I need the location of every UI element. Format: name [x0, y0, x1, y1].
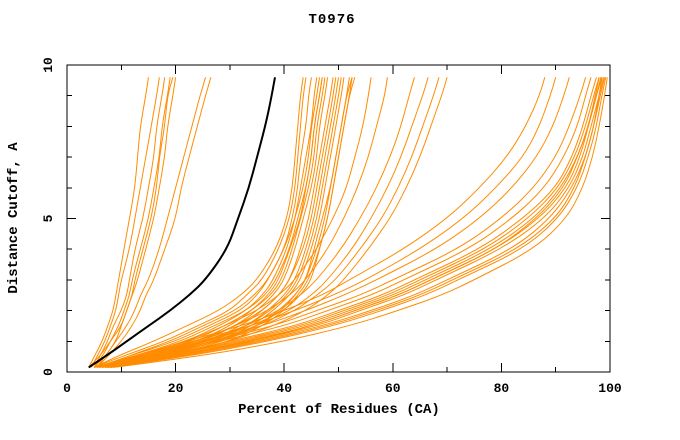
- prediction-curve: [104, 77, 600, 368]
- y-axis-label: Distance Cutoff, A: [6, 142, 22, 294]
- prediction-curve: [96, 77, 212, 368]
- x-axis-label: Percent of Residues (CA): [238, 402, 440, 418]
- prediction-curve: [110, 77, 607, 368]
- prediction-curve: [96, 77, 570, 368]
- prediction-curve: [90, 77, 160, 368]
- axes-group: 0 20 40 60 80 100 0 5 10: [41, 57, 622, 396]
- prediction-curve: [93, 77, 171, 368]
- prediction-curve: [104, 77, 429, 368]
- y-tick-label: 5: [41, 214, 56, 222]
- x-tick-label: 40: [276, 381, 292, 396]
- plot-title: T0976: [308, 12, 355, 28]
- x-tick-label: 60: [385, 381, 401, 396]
- prediction-curve: [99, 77, 587, 368]
- prediction-curve: [99, 77, 372, 368]
- prediction-curve: [110, 77, 353, 368]
- x-tick-label: 20: [168, 381, 184, 396]
- prediction-curve: [94, 77, 307, 368]
- prediction-curve: [110, 77, 350, 368]
- prediction-curve: [99, 77, 320, 368]
- prediction-curve: [96, 77, 323, 368]
- prediction-curve: [110, 77, 603, 368]
- prediction-curve: [93, 77, 206, 368]
- curves-group: [88, 77, 608, 369]
- prediction-curve: [107, 77, 342, 368]
- x-tick-label: 0: [63, 381, 71, 396]
- target-model-curve: [88, 77, 276, 369]
- prediction-curve: [88, 77, 174, 368]
- prediction-curve: [102, 77, 388, 368]
- prediction-curve: [104, 77, 600, 368]
- prediction-curve: [93, 77, 304, 368]
- x-tick-label: 80: [494, 381, 510, 396]
- prediction-curve: [102, 77, 326, 368]
- y-tick-label: 10: [41, 57, 56, 73]
- prediction-curve: [88, 77, 149, 368]
- prediction-curve: [99, 77, 353, 368]
- prediction-curve: [99, 77, 592, 368]
- x-tick-label: 100: [598, 381, 622, 396]
- prediction-curve: [104, 77, 415, 368]
- prediction-curve: [102, 77, 329, 368]
- prediction-curve: [99, 77, 318, 368]
- prediction-curve: [102, 77, 597, 368]
- y-tick-label: 0: [41, 368, 56, 376]
- prediction-curve: [93, 77, 166, 368]
- prediction-curve: [96, 77, 177, 368]
- prediction-curve: [94, 77, 546, 368]
- prediction-curve: [113, 77, 608, 368]
- prediction-curve: [94, 77, 557, 368]
